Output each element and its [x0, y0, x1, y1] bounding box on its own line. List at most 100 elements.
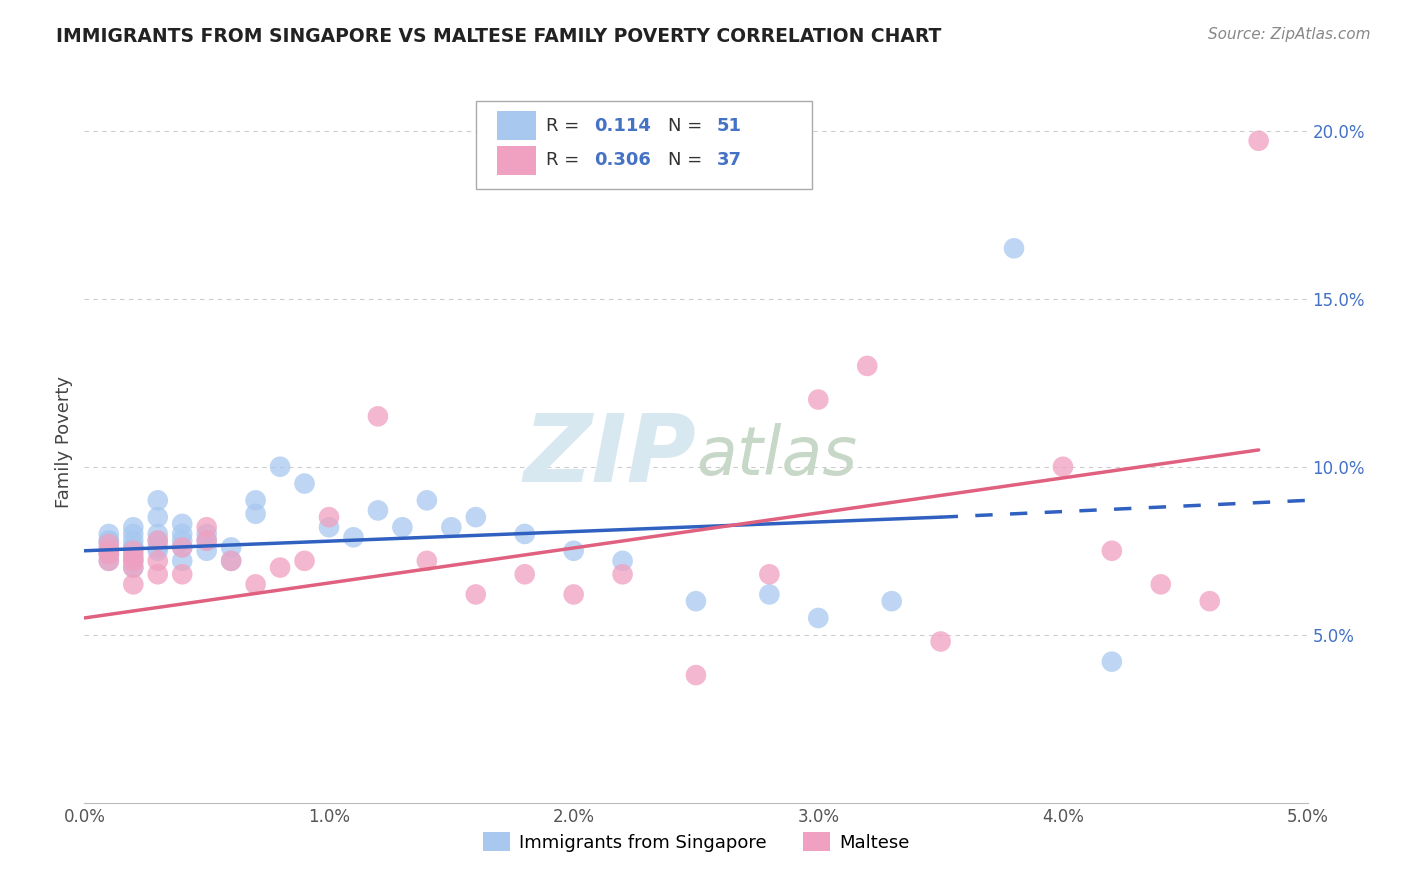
Point [122, 560, 145, 574]
Point [195, 533, 218, 548]
Point [685, 668, 707, 682]
Point [269, 459, 291, 474]
Point [97, 527, 120, 541]
Point [97, 554, 120, 568]
Point [367, 503, 389, 517]
Text: N =: N = [668, 152, 707, 169]
Point [245, 507, 267, 521]
Text: 51: 51 [717, 117, 742, 135]
Point [294, 476, 316, 491]
Point [172, 541, 194, 555]
Legend: Immigrants from Singapore, Maltese: Immigrants from Singapore, Maltese [475, 825, 917, 859]
Text: 0.306: 0.306 [595, 152, 651, 169]
Point [416, 493, 439, 508]
Point [122, 577, 145, 591]
Point [440, 520, 463, 534]
Point [146, 554, 169, 568]
Point [807, 392, 830, 407]
Point [97, 543, 120, 558]
Point [294, 554, 316, 568]
Point [245, 577, 267, 591]
Point [562, 587, 585, 601]
Text: Source: ZipAtlas.com: Source: ZipAtlas.com [1208, 27, 1371, 42]
FancyBboxPatch shape [475, 101, 813, 189]
Point [342, 530, 364, 544]
Point [1150, 577, 1173, 591]
Point [172, 533, 194, 548]
FancyBboxPatch shape [496, 112, 536, 140]
Point [97, 541, 120, 555]
Point [97, 537, 120, 551]
Point [880, 594, 903, 608]
Point [685, 594, 707, 608]
Point [367, 409, 389, 424]
Point [122, 533, 145, 548]
Text: ZIP: ZIP [523, 410, 696, 502]
Point [195, 520, 218, 534]
Point [146, 527, 169, 541]
Point [219, 554, 242, 568]
Point [146, 510, 169, 524]
Point [172, 541, 194, 555]
Point [195, 533, 218, 548]
Y-axis label: Family Poverty: Family Poverty [55, 376, 73, 508]
Point [122, 520, 145, 534]
Point [1101, 543, 1123, 558]
Point [146, 543, 169, 558]
FancyBboxPatch shape [496, 146, 536, 175]
Point [464, 510, 486, 524]
Point [122, 543, 145, 558]
Point [219, 541, 242, 555]
Point [391, 520, 413, 534]
Text: atlas: atlas [696, 423, 858, 489]
Point [122, 541, 145, 555]
Point [97, 533, 120, 548]
Point [464, 587, 486, 601]
Point [758, 587, 780, 601]
Point [318, 520, 340, 534]
Point [97, 547, 120, 561]
Point [172, 554, 194, 568]
Point [97, 547, 120, 561]
Text: 37: 37 [717, 152, 742, 169]
Point [929, 634, 952, 648]
Point [612, 567, 634, 582]
Point [122, 527, 145, 541]
Point [562, 543, 585, 558]
Text: R =: R = [546, 152, 585, 169]
Point [1247, 134, 1270, 148]
Point [1198, 594, 1220, 608]
Point [219, 554, 242, 568]
Point [146, 493, 169, 508]
Point [612, 554, 634, 568]
Point [122, 547, 145, 561]
Point [122, 550, 145, 565]
Point [122, 560, 145, 574]
Point [122, 541, 145, 555]
Point [122, 554, 145, 568]
Text: IMMIGRANTS FROM SINGAPORE VS MALTESE FAMILY POVERTY CORRELATION CHART: IMMIGRANTS FROM SINGAPORE VS MALTESE FAM… [56, 27, 942, 45]
Point [513, 567, 536, 582]
Point [758, 567, 780, 582]
Point [172, 527, 194, 541]
Point [97, 543, 120, 558]
Text: R =: R = [546, 117, 585, 135]
Point [416, 554, 439, 568]
Point [172, 567, 194, 582]
Point [245, 493, 267, 508]
Point [146, 567, 169, 582]
Point [146, 541, 169, 555]
Point [195, 543, 218, 558]
Point [1002, 241, 1025, 255]
Point [807, 611, 830, 625]
Point [1101, 655, 1123, 669]
Point [269, 560, 291, 574]
Text: 0.114: 0.114 [595, 117, 651, 135]
Point [318, 510, 340, 524]
Point [195, 527, 218, 541]
Point [146, 533, 169, 548]
Point [172, 516, 194, 531]
Point [1052, 459, 1074, 474]
Point [856, 359, 879, 373]
Point [146, 533, 169, 548]
